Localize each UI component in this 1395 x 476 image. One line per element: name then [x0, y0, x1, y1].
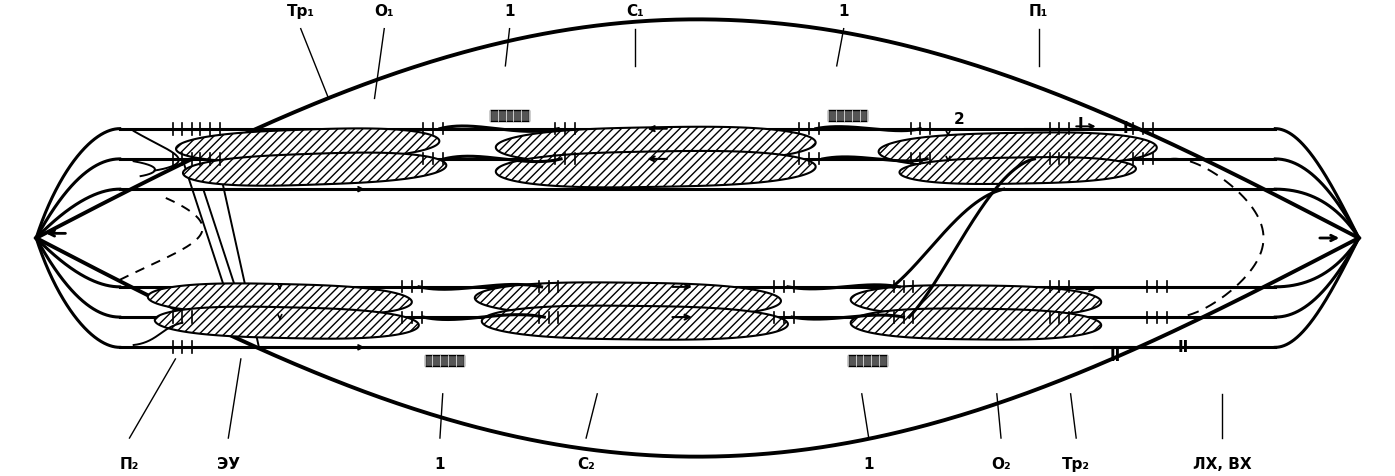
Polygon shape	[879, 132, 1156, 167]
Text: О₂: О₂	[992, 456, 1011, 472]
Text: С₁: С₁	[626, 4, 643, 20]
Polygon shape	[495, 127, 816, 163]
Bar	[490, 110, 529, 121]
Polygon shape	[148, 283, 412, 316]
Polygon shape	[183, 153, 446, 186]
Bar	[848, 355, 887, 366]
Polygon shape	[474, 282, 781, 317]
Text: ЛХ, ВХ: ЛХ, ВХ	[1193, 456, 1251, 472]
Text: П₂: П₂	[120, 456, 140, 472]
Text: 1: 1	[435, 456, 445, 472]
Text: Тр₁: Тр₁	[287, 4, 315, 20]
Text: 2: 2	[345, 326, 354, 341]
Text: П₁: П₁	[1030, 4, 1048, 20]
Polygon shape	[900, 157, 1136, 184]
Polygon shape	[495, 151, 816, 188]
Text: О₁: О₁	[374, 4, 393, 20]
Text: 1: 1	[864, 456, 875, 472]
Text: ЭУ: ЭУ	[216, 456, 240, 472]
Text: 1: 1	[838, 4, 850, 20]
Bar	[424, 355, 463, 366]
Text: С₂: С₂	[578, 456, 596, 472]
Text: II: II	[1177, 340, 1189, 355]
Text: I: I	[1122, 121, 1127, 136]
Polygon shape	[481, 306, 788, 340]
Bar	[829, 110, 868, 121]
Text: 2: 2	[954, 112, 964, 127]
Text: II: II	[1109, 349, 1120, 364]
Polygon shape	[155, 307, 418, 339]
Text: 1: 1	[505, 4, 515, 20]
Polygon shape	[176, 129, 439, 161]
Text: I: I	[1077, 117, 1083, 131]
Polygon shape	[851, 308, 1101, 340]
Polygon shape	[851, 285, 1101, 317]
Text: Тр₂: Тр₂	[1062, 456, 1089, 472]
